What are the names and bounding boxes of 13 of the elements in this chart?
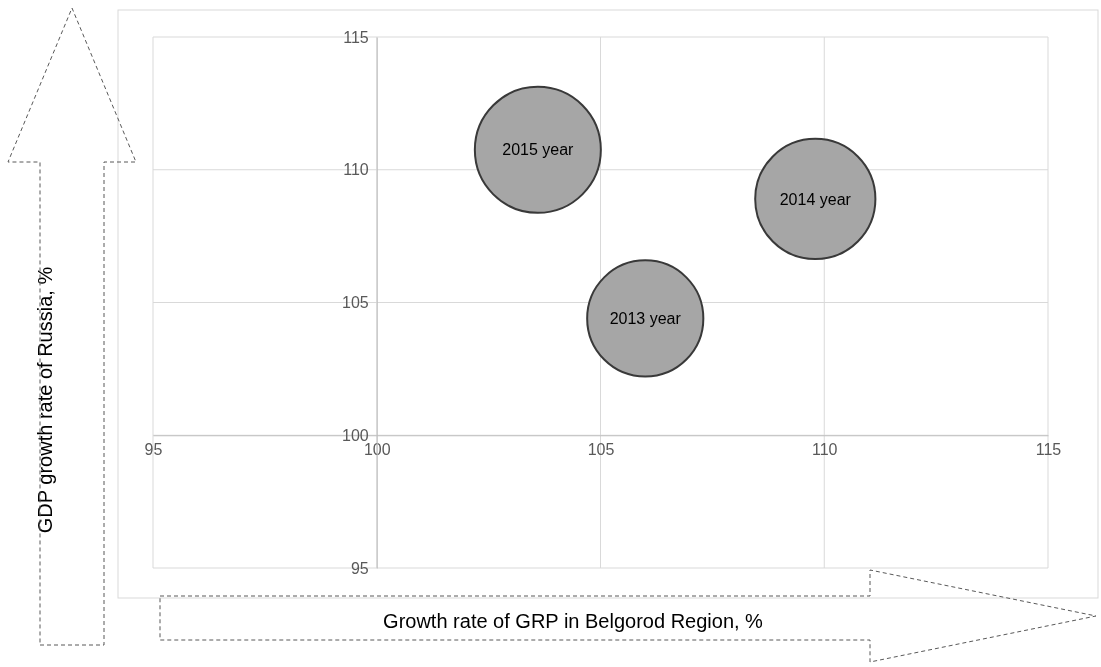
y-tick-label: 115	[343, 28, 369, 46]
y-tick-label: 95	[350, 559, 369, 577]
annotation: 2015 year	[502, 141, 575, 159]
y-tick-label: 105	[342, 294, 369, 312]
y-tick-label: 110	[343, 161, 369, 179]
annotation: 2013 year	[609, 310, 682, 328]
x-tick-label: 105	[587, 440, 615, 458]
x-tick-label: 110	[811, 440, 838, 458]
x-axis-title: Growth rate of GRP in Belgorod Region, %	[383, 610, 764, 632]
annotation: 2014 year	[779, 190, 852, 208]
y-axis-title: GDP growth rate of Russia, %	[34, 266, 56, 534]
x-tick-label: 115	[1035, 440, 1062, 458]
x-tick-label: 95	[144, 440, 163, 458]
